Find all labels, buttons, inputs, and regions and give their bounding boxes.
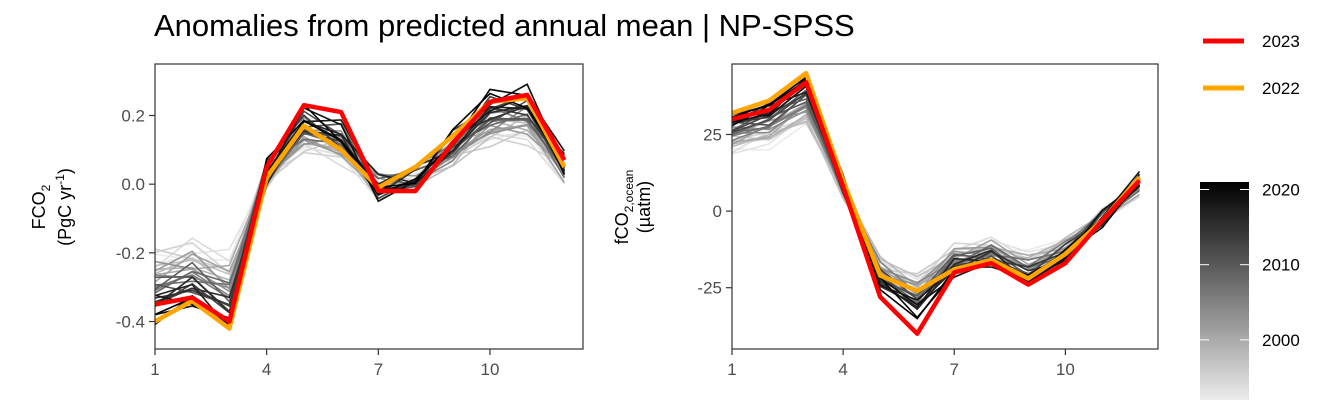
chart-title: Anomalies from predicted annual mean | N…	[154, 8, 855, 43]
background-year-line	[154, 93, 566, 308]
background-year-line	[154, 116, 566, 304]
x-tick-label: 10	[480, 360, 499, 379]
background-year-line	[731, 116, 1140, 278]
background-year-line	[731, 109, 1141, 286]
legend: 2023 2022	[1203, 32, 1300, 98]
legend-label-2023: 2023	[1262, 32, 1300, 51]
fco2-y-axis-title: FCO2	[29, 184, 53, 229]
series-2023-line	[154, 92, 567, 324]
colorbar-tick-label: 2000	[1262, 331, 1300, 350]
x-tick-label: 7	[374, 360, 383, 379]
x-tick-label: 1	[150, 360, 159, 379]
x-tick-label: 4	[838, 360, 847, 379]
background-year-line	[731, 121, 1141, 285]
colorbar-gradient	[1200, 182, 1249, 400]
colorbar-tick-label: 2020	[1262, 181, 1300, 200]
y-tick-label: -0.2	[116, 244, 145, 263]
series-2022-line	[731, 70, 1142, 294]
background-year-line	[731, 112, 1140, 281]
fco2-panel: 1 4 7 10 -0.4 -0.2 0.0 0.2 FCO2 (PgC yr-1)	[29, 63, 584, 379]
x-tick-label: 10	[1056, 360, 1075, 379]
fco2-plot-frame	[154, 63, 584, 350]
background-year-line	[154, 119, 565, 282]
y-tick-label: -25	[697, 279, 722, 298]
fco2-series-group	[153, 83, 567, 331]
year-colorbar: 2000 2010 2020	[1200, 181, 1300, 400]
fco2-ocean-plot-frame	[731, 63, 1159, 350]
x-tick-label: 7	[950, 360, 959, 379]
fco2-axes: 1 4 7 10 -0.4 -0.2 0.0 0.2	[116, 107, 500, 379]
y-tick-label: 0.0	[121, 175, 145, 194]
y-tick-label: 0.2	[121, 107, 145, 126]
x-tick-label: 4	[262, 360, 271, 379]
colorbar-tick-label: 2010	[1262, 256, 1300, 275]
background-year-line	[731, 122, 1140, 277]
fco2-ocean-y-axis-title: fCO2,ocean	[612, 170, 636, 245]
background-year-line	[731, 101, 1140, 288]
background-year-line	[731, 103, 1140, 284]
x-tick-label: 1	[727, 360, 736, 379]
series-2023-line	[731, 80, 1142, 336]
fco2-ocean-y-axis-unit: (µatm)	[634, 181, 654, 233]
y-tick-label: 25	[703, 125, 722, 144]
fco2-ocean-panel: 1 4 7 10 -25 0 25 fCO2,ocean (µatm)	[612, 63, 1159, 379]
y-tick-label: -0.4	[116, 313, 145, 332]
background-year-line	[154, 105, 566, 289]
background-year-line	[154, 124, 566, 283]
legend-label-2022: 2022	[1262, 79, 1300, 98]
y-tick-label: 0	[713, 202, 722, 221]
fco2-ocean-axes: 1 4 7 10 -25 0 25	[697, 125, 1074, 379]
fco2-ocean-series-group	[731, 70, 1142, 336]
colorbar-ticks: 2000 2010 2020	[1200, 181, 1300, 350]
fco2-y-axis-unit: (PgC yr-1)	[53, 168, 75, 246]
